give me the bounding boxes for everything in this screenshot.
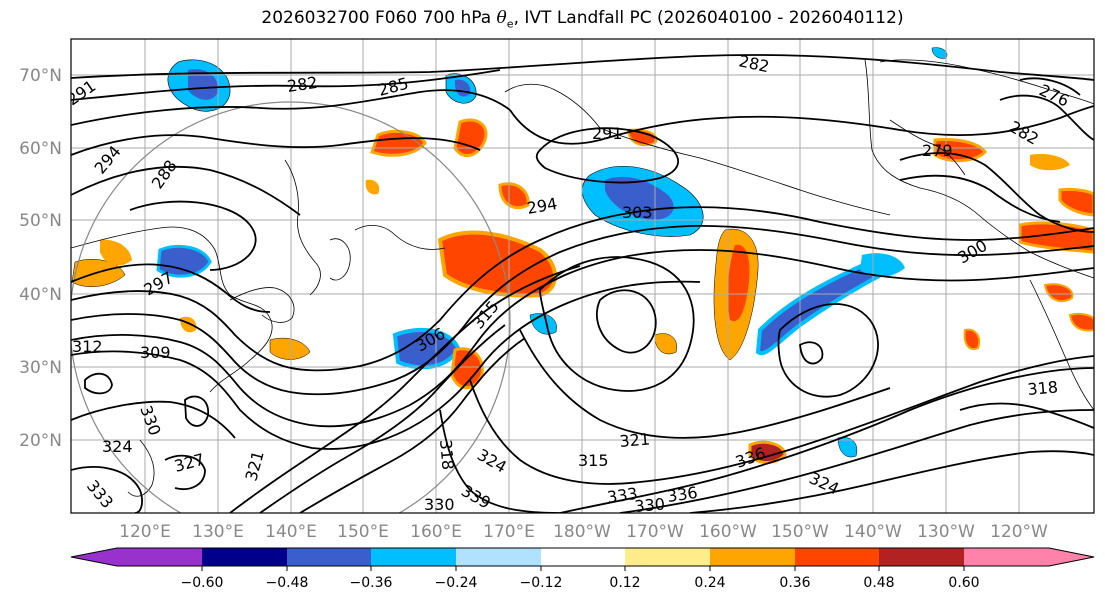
anomaly-patch bbox=[1068, 312, 1094, 332]
contour-label: 282 bbox=[286, 73, 319, 96]
colorbar-tick-label: 0.48 bbox=[863, 575, 894, 591]
colorbar-tick-label: −0.24 bbox=[435, 575, 478, 591]
colorbar-outline bbox=[70, 547, 1095, 567]
colorbar-segment bbox=[879, 548, 964, 566]
contour-label: 309 bbox=[140, 343, 171, 362]
lon-label: 150°E bbox=[337, 522, 389, 542]
anomaly-patch bbox=[963, 328, 981, 350]
anomaly-patch bbox=[100, 239, 132, 266]
map-frame bbox=[70, 38, 1095, 514]
lon-label: 160°W bbox=[699, 522, 757, 542]
contour-label: 318 bbox=[1027, 377, 1059, 399]
lon-label: 160°E bbox=[410, 522, 462, 542]
lat-label: 60°N bbox=[19, 139, 62, 159]
contour-label: 312 bbox=[72, 337, 103, 356]
contour-label: 324 bbox=[102, 437, 133, 456]
colorbar-segment bbox=[795, 548, 879, 566]
longitude-labels: 120°E 130°E 140°E 150°E 160°E 170°E 180°… bbox=[119, 522, 1048, 542]
colorbar-tick-label: 0.36 bbox=[779, 575, 810, 591]
contour-label: 315 bbox=[578, 451, 609, 470]
contour-label: 303 bbox=[622, 203, 653, 222]
anomaly-patch bbox=[188, 69, 219, 100]
anomaly-patch bbox=[156, 245, 212, 278]
colorbar-tick-label: −0.60 bbox=[181, 575, 224, 591]
colorbar-tick-label: −0.36 bbox=[350, 575, 393, 591]
contour-label: 279 bbox=[922, 141, 953, 160]
colorbar-segment bbox=[287, 548, 371, 566]
colorbar-tick-label: −0.48 bbox=[266, 575, 309, 591]
lon-label: 140°E bbox=[265, 522, 317, 542]
contour-label: 291 bbox=[592, 124, 623, 143]
coastlines bbox=[71, 59, 1094, 497]
lon-label: 120°W bbox=[990, 522, 1048, 542]
lat-label: 40°N bbox=[19, 285, 62, 305]
theta-e-contours bbox=[71, 54, 1094, 513]
contour-label: 330 bbox=[634, 494, 666, 516]
lon-label: 130°W bbox=[917, 522, 975, 542]
lon-label: 120°E bbox=[119, 522, 171, 542]
colorbar-tick-label: −0.12 bbox=[520, 575, 563, 591]
colorbar-segment bbox=[1049, 548, 1094, 566]
anomaly-patch bbox=[1030, 154, 1070, 171]
colorbar-tick-label: 0.12 bbox=[609, 575, 640, 591]
anomaly-patch bbox=[1058, 188, 1094, 217]
figure-title: 2026032700 F060 700 hPa θe, IVT Landfall… bbox=[261, 8, 904, 31]
anomaly-fill-layer bbox=[71, 47, 1094, 464]
colorbar-segment bbox=[371, 548, 456, 566]
landfall-region-ring bbox=[71, 101, 511, 513]
latitude-labels: 70°N 60°N 50°N 40°N 30°N 20°N bbox=[19, 66, 62, 451]
anomaly-patch bbox=[654, 333, 678, 355]
lon-label: 150°W bbox=[771, 522, 829, 542]
lat-label: 70°N bbox=[19, 66, 62, 86]
lon-label: 170°W bbox=[626, 522, 684, 542]
lat-label: 50°N bbox=[19, 211, 62, 231]
anomaly-patch bbox=[365, 179, 380, 195]
colorbar-segment bbox=[541, 548, 625, 566]
colorbar-segment bbox=[625, 548, 710, 566]
colorbar-tick-label: 0.60 bbox=[948, 575, 979, 591]
lon-label: 140°W bbox=[844, 522, 902, 542]
contour-label: 330 bbox=[424, 495, 455, 514]
contour-label: 333 bbox=[606, 484, 639, 507]
contour-label: 318 bbox=[436, 439, 458, 471]
colorbar-tick-label: 0.24 bbox=[694, 575, 725, 591]
anomaly-patch bbox=[837, 437, 858, 458]
map-area: 282 285 282 276 282 291 291 294 288 279 … bbox=[71, 39, 1094, 516]
anomaly-patch bbox=[626, 128, 658, 147]
anomaly-patch bbox=[498, 182, 530, 210]
anomaly-patch bbox=[860, 253, 905, 278]
colorbar-segment bbox=[117, 548, 202, 566]
lon-label: 180°W bbox=[553, 522, 611, 542]
colorbar-segment bbox=[71, 548, 117, 566]
lon-label: 130°E bbox=[192, 522, 244, 542]
colorbar-segment bbox=[710, 548, 795, 566]
anomaly-patch bbox=[933, 138, 987, 163]
colorbar: −0.60 −0.48 −0.36 −0.24 −0.12 0.12 0.24 … bbox=[70, 547, 1095, 591]
anomaly-patch bbox=[727, 244, 750, 322]
anomaly-patch bbox=[1043, 283, 1074, 303]
anomaly-patch bbox=[453, 118, 488, 157]
lat-label: 20°N bbox=[19, 431, 62, 451]
colorbar-segment bbox=[456, 548, 541, 566]
anomaly-patch bbox=[450, 347, 484, 390]
contour-label: 336 bbox=[666, 483, 699, 506]
colorbar-segment bbox=[202, 548, 287, 566]
contour-label: 321 bbox=[619, 429, 651, 451]
colorbar-segment bbox=[964, 548, 1049, 566]
anomaly-patch bbox=[269, 337, 311, 360]
lon-label: 170°E bbox=[483, 522, 535, 542]
lat-label: 30°N bbox=[19, 358, 62, 378]
